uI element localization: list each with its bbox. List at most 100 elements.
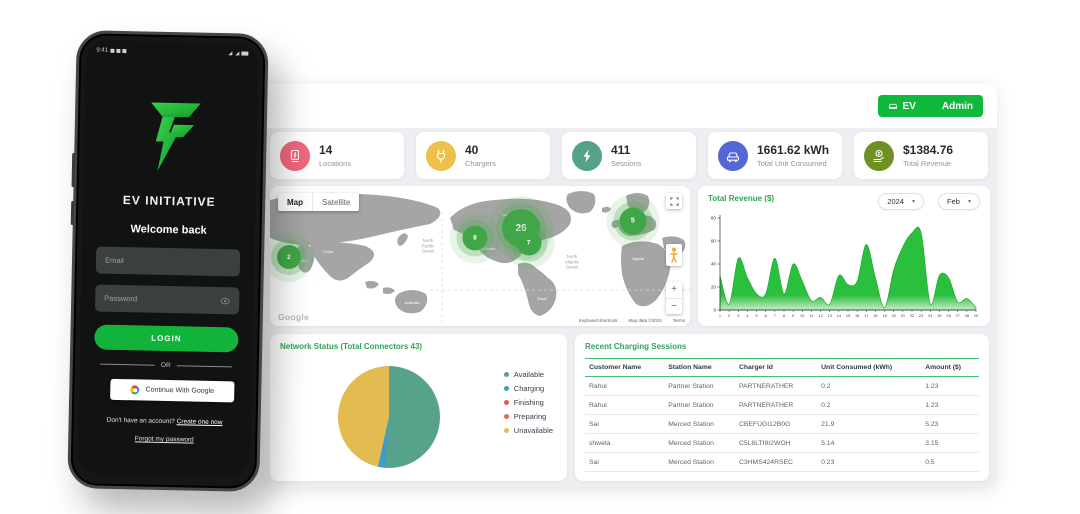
table-row: shweta Merced Station C5L8LTI9I2WOH 5.14 3.1… — [585, 433, 979, 453]
sessions-title: Recent Charging Sessions — [585, 342, 687, 351]
table-row: Sai Merced Station C3HMS424RSEC 0.23 0.5 — [585, 452, 979, 472]
ocean-label: North Atlantic Ocean — [565, 254, 580, 270]
recent-sessions-card: Recent Charging Sessions Customer Name St… — [575, 334, 989, 481]
table-cell: C3HMS424RSEC — [734, 452, 818, 472]
or-divider: OR — [99, 361, 232, 371]
email-placeholder: Email — [104, 255, 124, 266]
power-button — [70, 200, 75, 226]
svg-text:60: 60 — [711, 239, 717, 244]
eye-icon[interactable] — [220, 296, 230, 306]
ev-segment[interactable]: EV — [888, 101, 916, 112]
svg-text:28: 28 — [965, 313, 969, 318]
legend-item-preparing: Preparing — [503, 412, 553, 421]
country-label: Australia — [405, 301, 421, 305]
ev-label: EV — [902, 100, 916, 112]
email-field[interactable]: Email — [95, 246, 241, 277]
table-row: Sai Merced Station CBEFUGI12B0G 21.9 5.23 — [585, 414, 979, 434]
brand-title: EV INITIATIVE — [122, 193, 216, 209]
chevron-down-icon: ▾ — [911, 199, 915, 205]
pegman-icon[interactable] — [666, 244, 682, 266]
map-cluster-marker[interactable]: 5 — [619, 207, 647, 235]
map-type-control: Map Satellite — [278, 193, 360, 211]
fullscreen-icon[interactable] — [666, 193, 682, 209]
app-logo — [84, 98, 258, 176]
create-account-link[interactable]: Create one now — [176, 418, 223, 427]
stat-card-sessions: 411 Sessions — [562, 132, 696, 179]
legend-label: Finishing — [513, 398, 544, 407]
legend-label: Charging — [513, 384, 545, 393]
table-cell: PARTNERATHER — [734, 376, 818, 396]
stat-label: Sessions — [611, 159, 642, 168]
table-cell: 3.15 — [921, 433, 979, 453]
chevron-down-icon: ▾ — [967, 199, 971, 205]
svg-text:11: 11 — [809, 313, 813, 318]
svg-text:17: 17 — [864, 313, 868, 318]
forgot-password-link[interactable]: Forgot my password — [134, 435, 194, 444]
map-attribution: Keyboard shortcuts Map data ©2024 Terms — [575, 317, 688, 324]
legend-item-finishing: Finishing — [503, 398, 553, 407]
map-cluster-marker[interactable]: 2 — [276, 245, 301, 270]
plug-icon — [426, 140, 456, 171]
svg-text:5: 5 — [755, 313, 757, 318]
phone-screen: 9:41 — [77, 40, 259, 477]
svg-text:29: 29 — [974, 313, 978, 318]
table-row: Rahul Partner Station PARTNERATHER 0.2 1.23 — [585, 376, 979, 396]
svg-text:8: 8 — [783, 313, 785, 318]
country-label: India — [299, 259, 308, 263]
legend-label: Available — [513, 370, 545, 379]
column-header: Amount ($) — [921, 358, 979, 377]
country-label: United States — [473, 247, 496, 251]
network-status-title: Network Status (Total Connectors 43) — [280, 342, 423, 351]
admin-segment[interactable]: Admin — [942, 101, 973, 112]
password-field[interactable]: Password — [94, 284, 240, 315]
keyboard-shortcuts-link[interactable]: Keyboard shortcuts — [575, 317, 621, 324]
column-header: Charger Id — [734, 358, 818, 377]
month-select[interactable]: Feb ▾ — [938, 193, 980, 210]
year-select[interactable]: 2024 ▾ — [878, 193, 924, 210]
revenue-chart-title: Total Revenue ($) — [708, 194, 775, 203]
svg-text:23: 23 — [919, 313, 923, 318]
table-cell: 5.14 — [817, 433, 922, 453]
map-cluster-marker[interactable]: 7 — [516, 230, 542, 256]
ev-admin-toggle[interactable]: EV Admin — [877, 95, 983, 117]
table-cell: 1.23 — [921, 376, 979, 396]
stat-card-chargers: 40 Chargers — [416, 132, 550, 179]
table-cell: Sai — [585, 452, 665, 472]
table-cell: Merced Station — [664, 452, 735, 472]
notification-icon — [116, 49, 121, 53]
satellite-button[interactable]: Satellite — [312, 193, 359, 211]
signal-icon — [228, 51, 233, 56]
svg-text:14: 14 — [837, 313, 842, 318]
status-time: 9:41 — [96, 47, 109, 54]
login-button[interactable]: LOGIN — [94, 324, 239, 353]
volume-button — [71, 152, 76, 188]
google-signin-button[interactable]: Continue With Google — [110, 378, 235, 403]
zoom-in-button[interactable]: + — [666, 282, 682, 299]
connectors-pie-chart — [338, 366, 440, 468]
svg-text:2: 2 — [728, 313, 730, 318]
bolt-icon — [572, 140, 602, 171]
stat-value: 14 — [319, 143, 333, 157]
table-cell: Rahul — [585, 395, 665, 415]
legend-dot — [503, 386, 509, 391]
svg-text:0: 0 — [713, 308, 716, 313]
money-icon — [864, 140, 894, 171]
svg-text:1: 1 — [719, 313, 721, 318]
or-label: OR — [160, 361, 171, 370]
google-logo: Google — [278, 312, 310, 322]
svg-text:12: 12 — [818, 313, 822, 318]
svg-text:21: 21 — [901, 313, 905, 318]
zoom-control: + − — [666, 282, 682, 314]
stat-value: 411 — [611, 143, 631, 157]
map-cluster-marker[interactable]: 8 — [462, 225, 488, 251]
terms-link[interactable]: Terms — [669, 317, 688, 324]
zoom-out-button[interactable]: − — [671, 300, 677, 312]
map-button[interactable]: Map — [287, 197, 303, 207]
svg-text:80: 80 — [711, 216, 717, 221]
wifi-icon — [234, 51, 239, 56]
legend-item-charging: Charging — [503, 384, 553, 393]
